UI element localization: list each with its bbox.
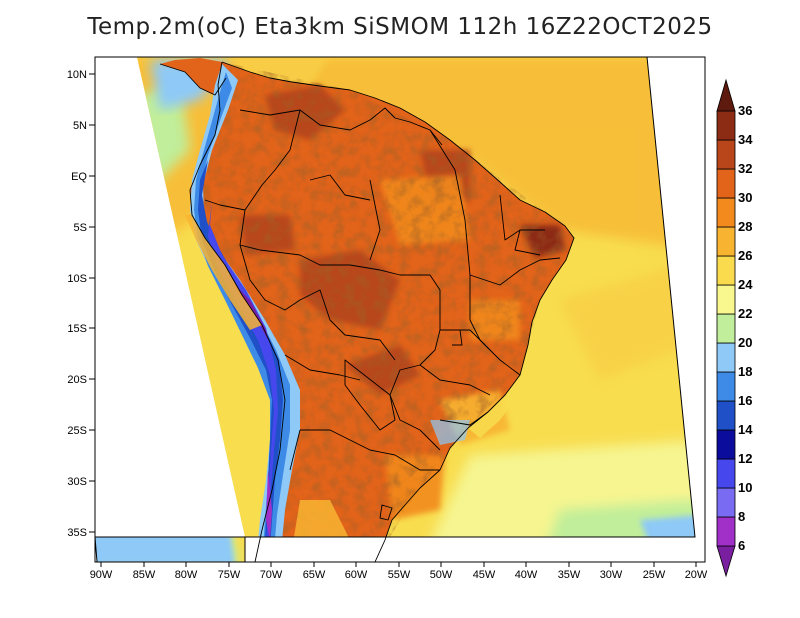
lon-label: 50W (430, 569, 453, 581)
colorbar-label: 36 (738, 103, 752, 118)
lat-label: 5S (74, 222, 87, 234)
map-title: Temp.2m(oC) Eta3km SiSMOM 112h 16Z22OCT2… (87, 14, 713, 40)
colorbar-label: 6 (738, 538, 745, 553)
colorbar-segment (716, 110, 736, 141)
lon-label: 75W (218, 569, 241, 581)
coastline (221, 61, 575, 563)
lat-label: 10N (67, 69, 87, 81)
colorbar-segment (716, 197, 736, 228)
lon-label: 35W (558, 569, 581, 581)
colorbar-segment (716, 516, 736, 547)
lat-label: 20S (67, 374, 87, 386)
colorbar-segment (716, 342, 736, 373)
lon-label: 70W (260, 569, 283, 581)
lat-label: 15S (67, 323, 87, 335)
lat-label: 35S (67, 527, 87, 539)
colorbar-label: 30 (738, 190, 752, 205)
lon-label: 40W (515, 569, 538, 581)
lon-label: 45W (473, 569, 496, 581)
colorbar-arrow-low (716, 545, 736, 578)
ocean-warm-east (560, 260, 695, 380)
lat-label: EQ (71, 171, 87, 183)
lat-label: 30S (67, 476, 87, 488)
central-america-land (160, 58, 226, 95)
lat-label: 10S (67, 273, 87, 285)
lon-label: 55W (388, 569, 411, 581)
colorbar: 36 34 32 30 28 26 24 22 20 18 16 14 12 1… (716, 78, 753, 578)
colorbar-segment (716, 226, 736, 257)
colorbar-segment (716, 458, 736, 489)
colorbar-label: 32 (738, 161, 752, 176)
colorbar-label: 14 (738, 422, 753, 437)
colorbar-segment (716, 371, 736, 402)
lat-label: 5N (73, 120, 87, 132)
colorbar-label: 8 (738, 509, 745, 524)
lon-label: 60W (345, 569, 368, 581)
colorbar-segment (716, 255, 736, 286)
colorbar-segment (716, 168, 736, 199)
lon-label: 25W (643, 569, 666, 581)
colorbar-label: 22 (738, 306, 752, 321)
lon-label: 85W (133, 569, 156, 581)
colorbar-arrow-high (716, 78, 736, 112)
lon-label: 90W (90, 569, 113, 581)
lon-label: 20W (685, 569, 708, 581)
colorbar-segment (716, 139, 736, 170)
colorbar-label: 24 (738, 277, 753, 292)
lat-label: 25S (67, 425, 87, 437)
colorbar-segment (716, 429, 736, 460)
colorbar-segment (716, 313, 736, 344)
colorbar-segment (716, 400, 736, 431)
colorbar-label: 18 (738, 364, 752, 379)
colorbar-label: 26 (738, 248, 752, 263)
colorbar-label: 34 (738, 132, 753, 147)
map-frame (94, 56, 706, 563)
ocean-coldest-pacific (95, 520, 235, 562)
colorbar-label: 10 (738, 480, 752, 495)
map-domain (95, 57, 695, 562)
latitude-axis: 10N 5N EQ 5S 10S 15S 20S 25S 30S 35S (67, 69, 95, 539)
country-boundaries (159, 61, 575, 563)
colorbar-label: 12 (738, 451, 752, 466)
colorbar-segment (716, 284, 736, 315)
lon-label: 80W (175, 569, 198, 581)
lon-label: 65W (303, 569, 326, 581)
colorbar-label: 20 (738, 335, 752, 350)
longitude-axis: 90W 85W 80W 75W 70W 65W 60W 55W 50W 45W … (90, 562, 708, 581)
colorbar-label: 16 (738, 393, 752, 408)
colorbar-label: 28 (738, 219, 752, 234)
colorbar-segment (716, 487, 736, 518)
lon-label: 30W (600, 569, 623, 581)
